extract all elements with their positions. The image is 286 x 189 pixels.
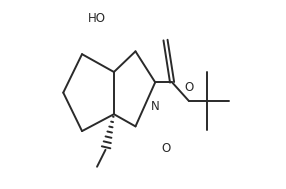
Text: O: O xyxy=(184,81,194,94)
Text: O: O xyxy=(161,142,170,155)
Text: N: N xyxy=(151,100,160,113)
Text: HO: HO xyxy=(88,12,106,25)
